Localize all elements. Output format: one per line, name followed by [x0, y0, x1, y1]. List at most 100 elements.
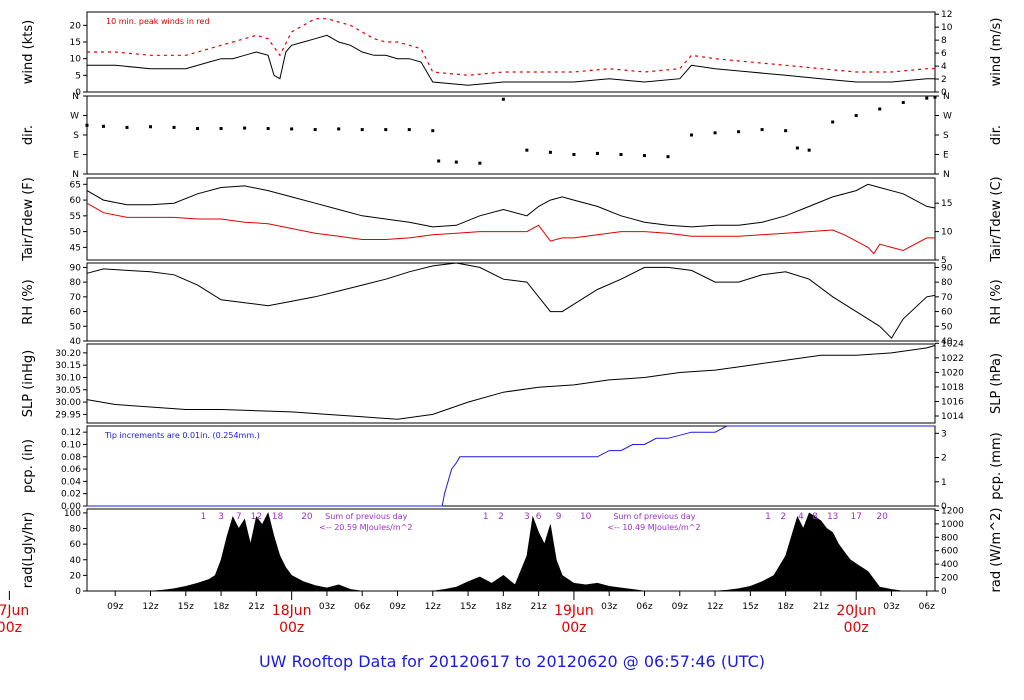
slp-panel-frame — [86, 343, 936, 424]
dir-ylabel-left: dir. — [21, 125, 36, 145]
dir-point — [149, 125, 153, 129]
wind-panel-frame — [86, 11, 936, 93]
dir-point — [337, 127, 341, 131]
rh-ytick-right-label: 90 — [941, 263, 953, 273]
pcp-ylabel-left: pcp. (in) — [21, 439, 36, 493]
dir-point — [666, 155, 670, 159]
x-date-label-day: 19Jun — [554, 603, 594, 619]
dir-ytick-left-label: N — [72, 170, 79, 180]
pcp-ylabel-right: pcp. (mm) — [989, 432, 1004, 499]
dir-point — [525, 148, 529, 152]
temp-ytick-right-label: 10 — [941, 228, 953, 238]
temp-ytick-left-label: 55 — [70, 212, 81, 222]
temp-ytick-right-label: 5 — [941, 256, 947, 266]
dir-point — [172, 125, 176, 129]
x-tick-label: 09z — [389, 602, 405, 612]
x-tick-label: 18z — [495, 602, 511, 612]
x-tick-label: 21z — [813, 602, 829, 612]
x-tick-label: 15z — [178, 602, 194, 612]
dir-ytick-right-label: S — [943, 131, 949, 141]
pcp-ytick-left-label: 0.12 — [61, 428, 81, 438]
dir-point — [219, 127, 223, 130]
wind-line — [87, 34, 935, 86]
rad-hour-label: 2 — [498, 512, 504, 522]
dir-point — [831, 120, 835, 124]
dir-ytick-left-label: W — [70, 112, 79, 122]
x-date-label-day: 20Jun — [836, 603, 876, 619]
dir-panel-frame — [86, 95, 936, 175]
rad-hour-label: 1 — [201, 512, 207, 522]
page-title: UW Rooftop Data for 20120617 to 20120620… — [258, 652, 766, 671]
rad-ytick-left-label: 20 — [70, 571, 82, 581]
rh-ylabel-left: RH (%) — [21, 279, 36, 324]
rad-daily-sum-value: <-- 10.49 MJoules/m^2 — [607, 523, 700, 532]
x-tick-label: 18z — [213, 602, 229, 612]
rad-hour-label: 10 — [580, 512, 592, 522]
rad-hour-label: 3 — [218, 512, 224, 522]
rh-ytick-right-label: 40 — [941, 337, 953, 347]
wind-ytick-right-label: 2 — [941, 75, 947, 85]
rh-line — [86, 262, 936, 339]
rad-ytick-right-label: 0 — [941, 587, 947, 597]
slp-ytick-left-label: 30.15 — [55, 361, 81, 371]
dir-point — [901, 101, 905, 104]
x-date-label-time: 00z — [844, 620, 869, 636]
x-tick-label: 06z — [354, 602, 370, 612]
slp-ytick-left-label: 29.95 — [55, 410, 81, 420]
rad-hour-label: 18 — [272, 512, 284, 522]
slp-ytick-right-label: 1022 — [941, 354, 964, 364]
rad-daily-sum-title: Sum of previous day — [613, 512, 695, 521]
pcp-panel-frame — [86, 425, 936, 507]
rad-ylabel-left: rad(Lgly/hr) — [21, 512, 36, 588]
x-tick-label: 12z — [425, 602, 441, 612]
dir-point — [501, 97, 505, 101]
dir-point — [407, 128, 411, 132]
x-tick-label: 03z — [883, 602, 899, 612]
rh-ytick-right-label: 50 — [941, 322, 953, 332]
dir-point — [313, 128, 317, 132]
slp-ytick-left-label: 30.05 — [55, 386, 81, 396]
wind-ytick-right-label: 10 — [941, 23, 953, 33]
x-tick-label: 15z — [460, 602, 476, 612]
rad-ytick-right-label: 800 — [941, 533, 958, 543]
rad-ytick-left-label: 100 — [64, 509, 81, 519]
dir-point — [642, 154, 646, 158]
temp-ytick-left-label: 50 — [70, 228, 82, 238]
dir-point — [784, 129, 788, 133]
rh-ytick-left-label: 80 — [70, 278, 82, 288]
rad-area — [150, 512, 904, 592]
dir-ytick-right-label: E — [943, 151, 949, 161]
rad-ytick-left-label: 80 — [70, 525, 82, 535]
wind-ytick-left-label: 15 — [70, 38, 81, 48]
x-tick-label: 03z — [319, 602, 335, 612]
dir-point — [196, 127, 200, 130]
pcp-ytick-right-label: 3 — [941, 429, 947, 439]
wind-ytick-right-label: 4 — [941, 62, 947, 72]
rad-ylabel-right: rad (W/m^2) — [989, 508, 1004, 593]
rad-hour-label: 17 — [850, 512, 861, 522]
dir-point — [854, 114, 858, 117]
slp-ytick-right-label: 1018 — [941, 383, 964, 393]
wind-ylabel-right: wind (m/s) — [989, 18, 1004, 87]
slp-ytick-left-label: 30.20 — [55, 349, 81, 359]
dir-point — [807, 148, 811, 152]
rh-ytick-left-label: 60 — [70, 308, 82, 318]
rad-ytick-left-label: 0 — [75, 587, 81, 597]
dir-ytick-right-label: N — [943, 170, 950, 180]
rad-ytick-right-label: 200 — [941, 574, 958, 584]
pcp-ytick-right-label: 1 — [941, 478, 947, 488]
slp-ylabel-right: SLP (hPa) — [989, 353, 1004, 414]
rh-panel-frame — [86, 262, 936, 342]
dir-ytick-left-label: E — [73, 151, 79, 161]
rad-ytick-right-label: 600 — [941, 547, 958, 557]
rh-ytick-left-label: 40 — [70, 337, 82, 347]
rad-hour-label: 13 — [827, 512, 838, 522]
rad-ytick-right-label: 1200 — [941, 506, 964, 516]
wind-ytick-right-label: 12 — [941, 10, 952, 20]
dir-point — [437, 159, 441, 163]
rad-hour-label: 20 — [876, 512, 888, 522]
dir-point — [431, 129, 435, 133]
rad-hour-label: 6 — [536, 512, 542, 522]
rh-ylabel-right: RH (%) — [989, 279, 1004, 324]
